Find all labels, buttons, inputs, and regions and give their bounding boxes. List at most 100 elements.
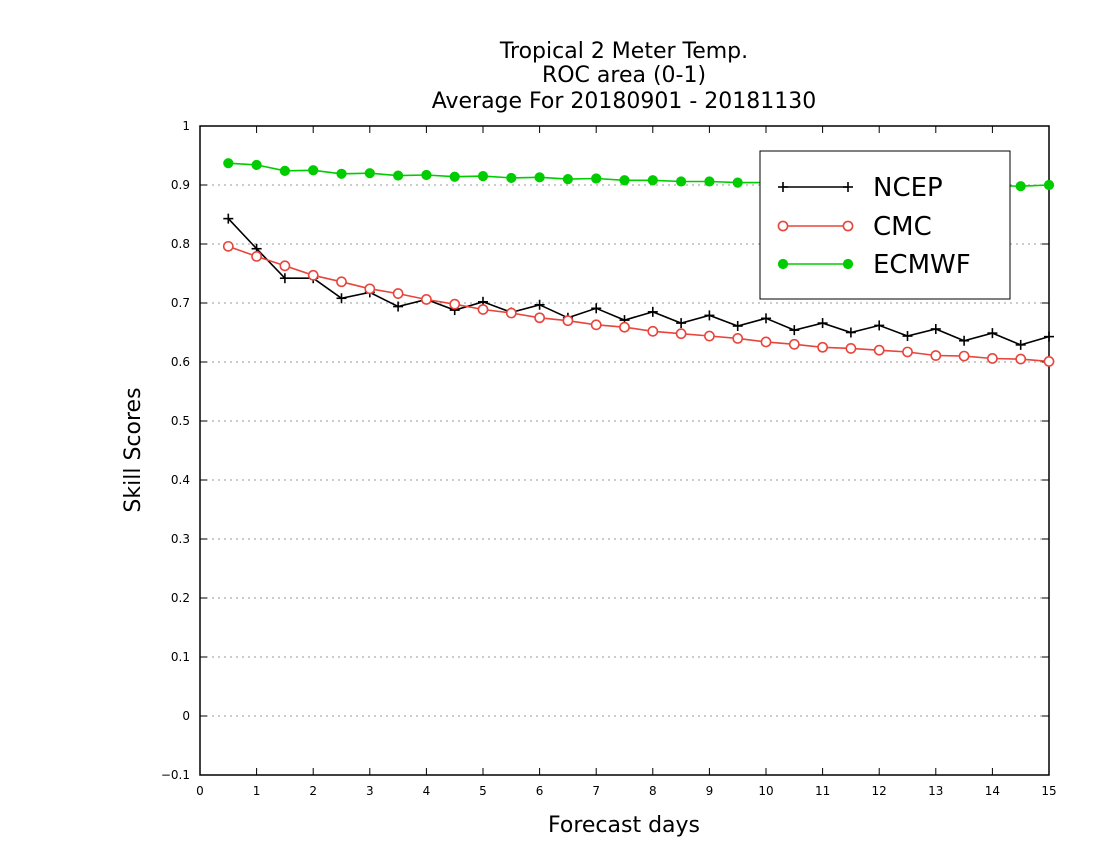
cmc-point [1043,356,1055,367]
ncep-point [591,303,602,314]
ncep-point [647,306,658,317]
plot-frame [199,125,1050,776]
legend-items: NCEP CMC ECMWF [777,173,971,280]
cmc-point [562,315,574,327]
legend-ncep-point [843,182,853,192]
x-tick-label: 3 [366,784,374,798]
ncep-point [902,331,913,342]
ecmwf-point [421,169,432,181]
ncep-point [393,301,404,312]
y-tick-label: 0 [182,709,190,723]
ecmwf-point [676,176,687,187]
cmc-point [675,328,687,340]
cmc-point [647,325,659,337]
ecmwf-point [591,173,602,184]
x-tick-label: 13 [928,784,943,798]
ecmwf-point [364,168,375,179]
x-tick-label: 5 [479,784,487,798]
x-tick-label: 4 [423,784,431,798]
ncep-point [845,327,856,338]
y-tick-label: 0.6 [171,355,190,369]
cmc-point [364,283,376,295]
ecmwf-point [393,170,404,181]
cmc-point [817,341,828,353]
cmc-point [732,332,744,344]
cmc-point [930,350,942,361]
ncep-point [279,273,290,284]
ncep-point [676,318,687,329]
ncep-point [1044,331,1054,342]
y-tick-label: −0.1 [161,768,190,782]
cmc-point [505,307,517,319]
cmc-point [336,276,347,288]
legend-ecmwf-point [777,258,789,270]
cmc-point [449,298,461,310]
series-line-ncep [227,218,1050,346]
x-tick-label: 1 [253,784,261,798]
ecmwf-point [534,172,545,183]
cmc-point [619,321,630,333]
cmc-point [251,250,262,262]
ecmwf-point [732,177,743,188]
x-axis-label: Forecast days [548,813,700,838]
ncep-point [789,325,800,336]
ecmwf-point [1015,181,1026,192]
chart-title-line-3: Average For 20180901 - 20181130 [432,89,817,114]
cmc-point [590,319,602,331]
y-tick-label: 0.2 [171,591,190,605]
cmc-point [958,350,970,362]
series-ncep [223,213,1054,350]
chart-title-line-1: Tropical 2 Meter Temp. [499,39,748,64]
cmc-point [788,338,800,350]
x-tick-label: 2 [309,784,317,798]
legend-cmc-point [842,220,854,232]
ecmwf-point [223,158,234,169]
cmc-point [902,346,913,358]
ecmwf-point [562,174,574,185]
x-tick-label: 8 [649,784,657,798]
y-tick-label: 0.4 [171,473,190,487]
legend-ncep-point [778,182,788,192]
axis-ticks: −0.100.10.20.30.40.50.60.70.80.910 1 2 3 4 5 6… [161,119,1057,798]
cmc-point [420,294,432,305]
ncep-point [874,320,885,331]
x-tick-label: 12 [872,784,887,798]
y-tick-label: 0.1 [171,650,190,664]
ecmwf-point [647,175,658,186]
x-tick-label: 10 [758,784,773,798]
chart-title-line-2: ROC area (0-1) [542,63,706,88]
legend-box [759,150,1011,300]
cmc-point [704,330,715,342]
x-tick-label: 0 [196,784,204,798]
ecmwf-point [704,176,715,187]
ecmwf-point [477,171,489,182]
y-axis-label: Skill Scores [121,387,146,512]
ncep-point [704,310,715,321]
ncep-point [223,213,234,224]
x-tick-label: 9 [706,784,714,798]
x-tick-label: 11 [815,784,830,798]
y-tick-label: 0.8 [171,237,190,251]
cmc-point [222,240,234,252]
legend-entry-ecmwf: ECMWF [777,250,971,280]
ncep-point [336,293,347,304]
ncep-point [959,335,970,346]
legend-label-ncep: NCEP [873,173,943,203]
ncep-point [1015,339,1026,350]
ecmwf-point [619,175,630,186]
cmc-point [845,343,857,354]
ncep-point [930,323,941,334]
x-tick-label: 15 [1041,784,1056,798]
cmc-point [534,312,545,324]
legend-label-cmc: CMC [873,212,932,242]
ncep-point [987,328,998,339]
y-tick-label: 1 [182,119,190,133]
cmc-point [307,269,319,281]
cmc-point [873,344,885,356]
y-tick-label: 0.3 [171,532,190,546]
ncep-point [761,313,771,324]
ecmwf-point [449,171,460,182]
x-tick-label: 7 [592,784,600,798]
y-tick-label: 0.5 [171,414,190,428]
